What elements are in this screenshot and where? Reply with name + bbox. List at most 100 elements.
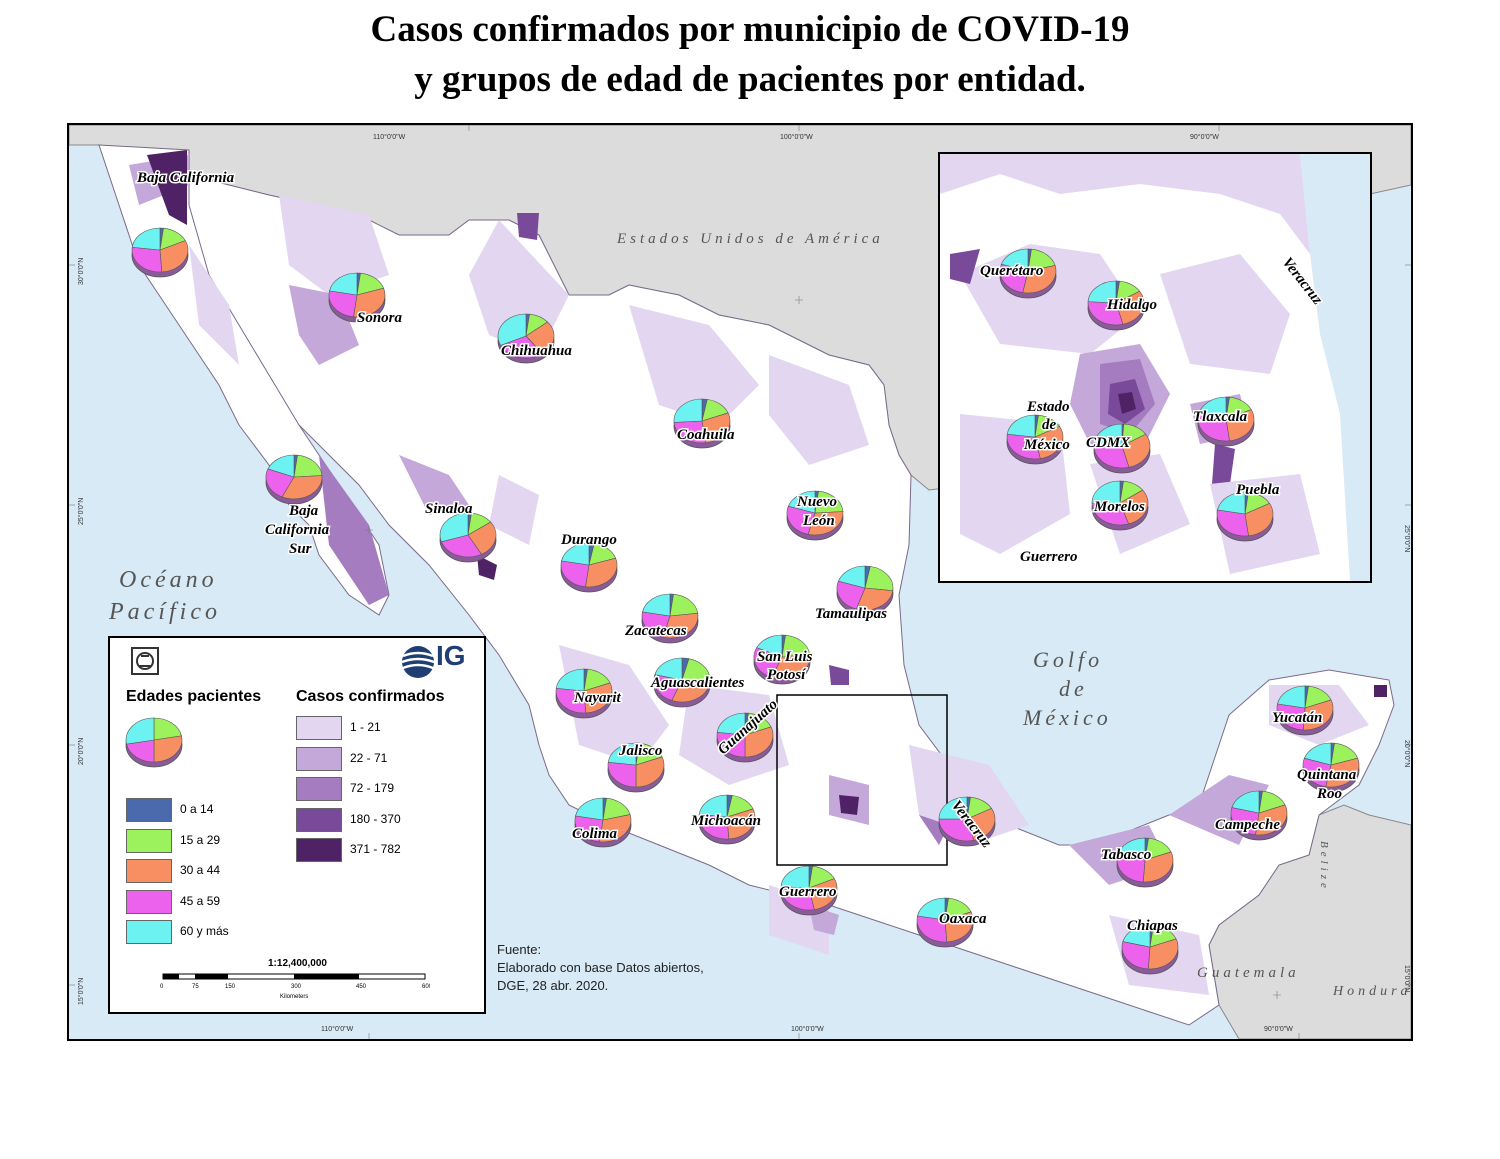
inset-label-edomex-2: de [1042, 417, 1057, 433]
legend-case-swatch-4 [296, 807, 342, 832]
label-pacific-1: Océano [119, 567, 218, 593]
pie-zacatecas [641, 593, 699, 644]
inset-pie-morelos-slice-5 [1091, 480, 1121, 504]
label-michoacan: Michoacán [690, 813, 761, 829]
label-chiapas: Chiapas [1127, 918, 1178, 934]
inset-pie-querétaro-slice-4 [999, 263, 1029, 293]
map-title-line1: Casos confirmados por municipio de COVID… [370, 9, 1130, 50]
label-nayarit: Nayarit [573, 690, 621, 706]
pie-tamaulipas-slice-2 [864, 566, 894, 592]
inset-label-edomex-3: México [1023, 437, 1070, 453]
pie-yucatán-slice-4 [1276, 703, 1306, 731]
legend-cases-title: Casos confirmados [296, 688, 445, 705]
pie-chiapas [1121, 924, 1179, 975]
scale-tick-1: 0 [160, 984, 164, 990]
pie-coahuila-slice-4 [673, 420, 706, 444]
pie-jalisco [607, 742, 665, 793]
pie-sonora-slice-4 [328, 290, 358, 318]
inset-pie-charts [999, 248, 1274, 542]
inset-label-queretaro: Querétaro [980, 263, 1043, 279]
inset-pie-hidalgo-slice-4 [1087, 301, 1124, 326]
legend-age-swatch-5 [126, 920, 172, 944]
graticule-lat-15: 15°0'0"N [77, 978, 85, 1005]
label-pacific-2: Pacífico [108, 599, 221, 625]
graticule-lon-90-top: 90°0'0"W [1190, 133, 1219, 141]
pie-guanajuato-slice-5 [716, 712, 746, 736]
pie-coahuila [673, 398, 731, 449]
pie-oaxaca-slice-5 [917, 897, 946, 921]
graticule-lat-15-right: 15°0'0"N [1403, 965, 1411, 992]
legend-case-label-3: 72 - 179 [350, 781, 395, 795]
pie-san-luis-potosí-slice-2 [781, 634, 811, 658]
pie-chihuahua [497, 313, 555, 364]
pie-guerrero-slice-3 [808, 878, 838, 910]
inset-pie-querétaro-slice-5 [1000, 248, 1029, 272]
inset-pie-cdmx-slice-4 [1093, 444, 1130, 469]
pie-tamaulipas-slice-5 [837, 565, 866, 589]
central-region-box [776, 694, 948, 866]
map-title-line2: y grupos de edad de pacientes por entida… [414, 59, 1086, 100]
pie-michoacán-slice-3 [726, 808, 756, 840]
label-sonora: Sonora [357, 310, 403, 326]
label-gulf-1: Golfo [1033, 647, 1103, 672]
label-bcs-2: California [265, 522, 330, 538]
pie-jalisco-slice-3 [635, 756, 665, 788]
pie-guanajuato-slice-3 [744, 726, 774, 758]
pie-yucatán-slice-3 [1302, 699, 1334, 731]
legend-case-label-2: 22 - 71 [350, 750, 388, 765]
pie-campeche [1230, 790, 1288, 841]
pie-baja-california-sur-slice-2 [293, 454, 323, 478]
inset-pie-querétaro-slice-3 [1022, 265, 1057, 294]
label-baja-california-1: Baja California [136, 170, 235, 186]
inset-pie-cdmx [1093, 423, 1151, 474]
source-note: Fuente: Elaborado con base Datos abierto… [497, 941, 704, 995]
label-durango: Durango [560, 532, 617, 548]
pie-nuevo-león-slice-5 [787, 490, 816, 514]
legend-age-label-5: 60 y más [180, 924, 229, 938]
pie-guerrero [780, 865, 838, 916]
inset-label-tlaxcala: Tlaxcala [1193, 409, 1248, 425]
pie-sinaloa-slice-3 [467, 521, 497, 555]
label-oaxaca: Oaxaca [939, 911, 987, 927]
inset-pie-puebla-slice-3 [1244, 503, 1274, 537]
inset-pie-puebla-slice-4 [1216, 509, 1249, 537]
pie-tabasco-slice-5 [1117, 837, 1146, 861]
source-line-1: Fuente: [497, 942, 542, 957]
pie-aguascalientes-slice-4 [653, 674, 683, 701]
pie-coahuila-slice-3 [701, 412, 731, 444]
label-bcs-1: Baja [288, 503, 319, 519]
pie-guerrero-slice-4 [780, 886, 815, 911]
pie-quintana-roo-slice-3 [1325, 757, 1360, 788]
legend-ages-title: Edades pacientes [126, 688, 262, 705]
unam-seal-icon [131, 647, 159, 675]
inset-pie-puebla [1216, 491, 1274, 542]
pie-chihuahua-slice-4 [500, 335, 543, 359]
inset-pie-estado-de-méxico [1006, 414, 1064, 465]
ig-globe-icon [401, 646, 435, 678]
label-guatemala: Guatemala [1197, 965, 1300, 981]
source-line-2: Elaborado con base Datos abiertos, [497, 960, 704, 975]
pie-san-luis-potosí-slice-5 [756, 634, 783, 658]
legend-sample-pie-shape-slice-2 [153, 717, 182, 741]
pie-sinaloa [439, 512, 497, 563]
graticule-lon-100-bottom: 100°0'0"W [791, 1025, 824, 1033]
pie-nuevo-león-slice-3 [807, 511, 844, 536]
inset-pie-morelos [1091, 480, 1149, 531]
legend-scale-bar: 0 75 150 300 450 600 Kilometers [160, 973, 430, 1000]
pie-campeche-slice-4 [1230, 807, 1260, 836]
label-sinaloa: Sinaloa [425, 501, 473, 517]
label-slp-2: Potosí [767, 667, 807, 683]
pie-colima-slice-3 [599, 814, 632, 843]
pie-colima-slice-4 [574, 815, 604, 843]
graticule-lat-20-right: 20°0'0"N [1403, 740, 1411, 767]
graticule-lat-25-right: 25°0'0"N [1403, 525, 1411, 552]
inset-pie-morelos-slice-3 [1119, 489, 1149, 525]
pie-baja-california-slice-5 [131, 227, 161, 251]
pie-aguascalientes-slice-3 [671, 679, 710, 703]
legend-sample-pie-shape [125, 717, 183, 768]
pie-chiapas-slice-4 [1121, 941, 1151, 970]
mexico-mainland [97, 144, 1395, 1026]
legend-age-label-2: 15 a 29 [180, 832, 221, 847]
pie-durango-slice-3 [585, 557, 618, 588]
pie-veracruz [938, 796, 996, 847]
